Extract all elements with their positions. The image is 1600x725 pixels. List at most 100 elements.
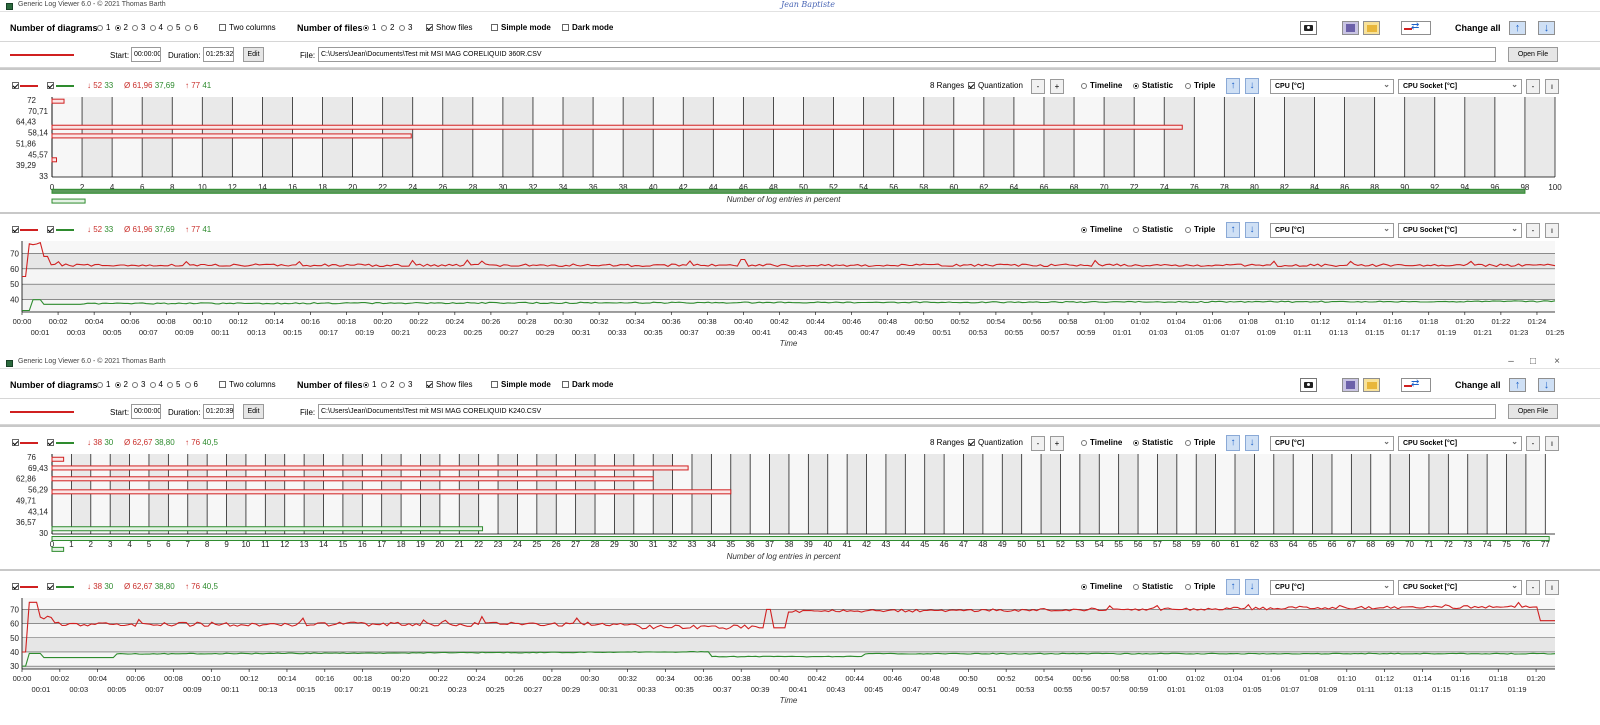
file-count-option-1[interactable]: 1 <box>363 23 376 32</box>
move-up-icon[interactable]: ↑ <box>1226 78 1240 94</box>
save-icon[interactable] <box>1342 21 1359 35</box>
simple-mode-checkbox[interactable]: Simple mode <box>491 380 551 389</box>
sensor-select-1[interactable]: CPU [°C] <box>1270 436 1394 451</box>
dark-mode-checkbox[interactable]: Dark mode <box>562 23 613 32</box>
diagram-info-button[interactable]: ı <box>1545 223 1559 238</box>
move-down-icon[interactable]: ↓ <box>1245 222 1259 238</box>
diagram-info-button[interactable]: ı <box>1545 79 1559 94</box>
series-cpu-checkbox[interactable] <box>12 583 19 590</box>
series-cpu-checkbox[interactable] <box>12 82 19 89</box>
view-mode-timeline[interactable]: Timeline <box>1081 225 1122 234</box>
arrow-down-icon[interactable]: ↓ <box>1538 21 1555 35</box>
view-mode-statistic[interactable]: Statistic <box>1133 582 1173 591</box>
series-socket-checkbox[interactable] <box>47 226 54 233</box>
dark-mode-checkbox[interactable]: Dark mode <box>562 380 613 389</box>
folder-icon[interactable] <box>1363 378 1380 392</box>
move-up-icon[interactable]: ↑ <box>1226 579 1240 595</box>
minus-range-button[interactable]: - <box>1031 79 1045 94</box>
quantization-checkbox[interactable]: Quantization <box>968 81 1023 90</box>
start-field[interactable]: 00:00:00 <box>131 404 161 419</box>
diagram-count-option-2[interactable]: 2 <box>114 23 128 32</box>
sensor-select-2[interactable]: CPU Socket [°C] <box>1398 223 1522 238</box>
remove-diagram-button[interactable]: - <box>1526 223 1540 238</box>
swap-colors-icon[interactable] <box>1401 21 1431 35</box>
sensor-select-2[interactable]: CPU Socket [°C] <box>1398 79 1522 94</box>
file-path-field[interactable]: C:\Users\Jean\Documents\Test mit MSI MAG… <box>318 47 1496 62</box>
sensor-select-2[interactable]: CPU Socket [°C] <box>1398 436 1522 451</box>
view-mode-statistic[interactable]: Statistic <box>1133 81 1173 90</box>
arrow-up-icon[interactable]: ↑ <box>1509 21 1526 35</box>
quantization-checkbox[interactable]: Quantization <box>968 438 1023 447</box>
diagram-info-button[interactable]: ı <box>1545 436 1559 451</box>
move-down-icon[interactable]: ↓ <box>1245 435 1259 451</box>
plus-range-button[interactable]: + <box>1050 436 1064 451</box>
move-down-icon[interactable]: ↓ <box>1245 78 1259 94</box>
diagram-count-option-3[interactable]: 3 <box>132 23 145 32</box>
sensor-select-1[interactable]: CPU [°C] <box>1270 79 1394 94</box>
start-field[interactable]: 00:00:00 <box>131 47 161 62</box>
file-count-option-3[interactable]: 3 <box>399 380 412 389</box>
edit-button[interactable]: Edit <box>243 47 264 62</box>
sensor-select-1[interactable]: CPU [°C] <box>1270 223 1394 238</box>
diagram-count-option-6[interactable]: 6 <box>184 23 198 32</box>
move-up-icon[interactable]: ↑ <box>1226 435 1240 451</box>
view-mode-timeline[interactable]: Timeline <box>1081 81 1122 90</box>
series-socket-checkbox[interactable] <box>47 439 54 446</box>
maximize-button[interactable]: □ <box>1529 356 1537 367</box>
series-socket-checkbox[interactable] <box>47 82 54 89</box>
file-count-option-1[interactable]: 1 <box>363 380 376 389</box>
edit-button[interactable]: Edit <box>243 404 264 419</box>
remove-diagram-button[interactable]: - <box>1526 580 1540 595</box>
file-count-option-2[interactable]: 2 <box>381 23 394 32</box>
diagram-count-option-1[interactable]: 1 <box>97 23 110 32</box>
show-files-checkbox[interactable]: Show files <box>426 23 472 32</box>
diagram-count-option-2[interactable]: 2 <box>114 380 128 389</box>
save-icon[interactable] <box>1342 378 1359 392</box>
diagram-count-option-5[interactable]: 5 <box>167 23 180 32</box>
diagram-count-option-1[interactable]: 1 <box>97 380 110 389</box>
file-count-option-3[interactable]: 3 <box>399 23 412 32</box>
sensor-select-1[interactable]: CPU [°C] <box>1270 580 1394 595</box>
duration-field[interactable]: 01:20:39 <box>203 404 234 419</box>
view-mode-triple[interactable]: Triple <box>1185 438 1215 447</box>
open-file-button[interactable]: Open File <box>1508 404 1558 419</box>
sensor-select-2[interactable]: CPU Socket [°C] <box>1398 580 1522 595</box>
simple-mode-checkbox[interactable]: Simple mode <box>491 23 551 32</box>
camera-icon[interactable] <box>1300 378 1317 392</box>
view-mode-triple[interactable]: Triple <box>1185 582 1215 591</box>
diagram-count-option-3[interactable]: 3 <box>132 380 145 389</box>
remove-diagram-button[interactable]: - <box>1526 79 1540 94</box>
diagram-count-option-5[interactable]: 5 <box>167 380 180 389</box>
two-columns-checkbox[interactable]: Two columns <box>219 23 276 32</box>
close-button[interactable]: × <box>1554 356 1560 367</box>
view-mode-statistic[interactable]: Statistic <box>1133 438 1173 447</box>
arrow-up-icon[interactable]: ↑ <box>1509 378 1526 392</box>
swap-colors-icon[interactable] <box>1401 378 1431 392</box>
folder-icon[interactable] <box>1363 21 1380 35</box>
two-columns-checkbox[interactable]: Two columns <box>219 380 276 389</box>
plus-range-button[interactable]: + <box>1050 79 1064 94</box>
file-path-field[interactable]: C:\Users\Jean\Documents\Test mit MSI MAG… <box>318 404 1496 419</box>
minus-range-button[interactable]: - <box>1031 436 1045 451</box>
view-mode-statistic[interactable]: Statistic <box>1133 225 1173 234</box>
remove-diagram-button[interactable]: - <box>1526 436 1540 451</box>
diagram-count-option-4[interactable]: 4 <box>149 380 163 389</box>
view-mode-timeline[interactable]: Timeline <box>1081 438 1122 447</box>
file-count-option-2[interactable]: 2 <box>381 380 394 389</box>
camera-icon[interactable] <box>1300 21 1317 35</box>
move-up-icon[interactable]: ↑ <box>1226 222 1240 238</box>
open-file-button[interactable]: Open File <box>1508 47 1558 62</box>
view-mode-triple[interactable]: Triple <box>1185 225 1215 234</box>
arrow-down-icon[interactable]: ↓ <box>1538 378 1555 392</box>
series-socket-checkbox[interactable] <box>47 583 54 590</box>
diagram-count-option-6[interactable]: 6 <box>184 380 198 389</box>
diagram-count-option-4[interactable]: 4 <box>149 23 163 32</box>
duration-field[interactable]: 01:25:32 <box>203 47 234 62</box>
view-mode-triple[interactable]: Triple <box>1185 81 1215 90</box>
diagram-info-button[interactable]: ı <box>1545 580 1559 595</box>
show-files-checkbox[interactable]: Show files <box>426 380 472 389</box>
view-mode-timeline[interactable]: Timeline <box>1081 582 1122 591</box>
series-cpu-checkbox[interactable] <box>12 439 19 446</box>
series-cpu-checkbox[interactable] <box>12 226 19 233</box>
minimize-button[interactable]: – <box>1508 356 1514 367</box>
